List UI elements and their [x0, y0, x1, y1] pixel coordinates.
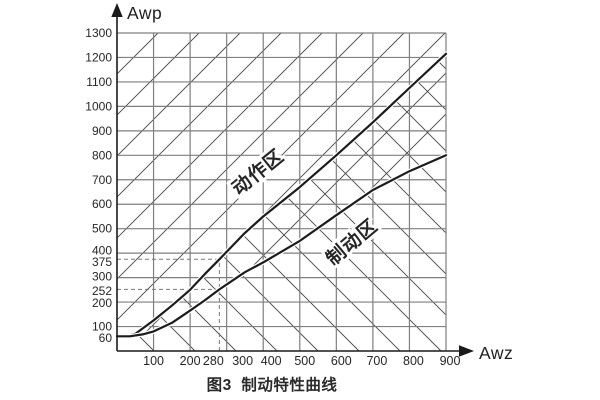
figure-caption: 图3 制动特性曲线: [206, 377, 338, 394]
svg-text:900: 900: [440, 354, 461, 368]
svg-text:60: 60: [99, 331, 113, 345]
braking-zone-curve: [114, 153, 449, 339]
svg-text:200: 200: [92, 296, 112, 310]
svg-text:400: 400: [92, 244, 112, 258]
svg-text:280: 280: [203, 354, 224, 368]
axes: [111, 3, 474, 357]
y-axis-arrow-icon: [111, 3, 123, 17]
svg-text:800: 800: [92, 148, 112, 162]
svg-text:300: 300: [232, 354, 253, 368]
x-axis-arrow-icon: [459, 345, 474, 357]
svg-text:300: 300: [92, 270, 112, 284]
svg-text:800: 800: [403, 354, 424, 368]
action-zone-curve: [114, 51, 449, 339]
svg-text:500: 500: [92, 222, 112, 236]
svg-text:900: 900: [92, 124, 112, 138]
svg-text:600: 600: [92, 197, 112, 211]
svg-text:252: 252: [92, 284, 112, 298]
svg-text:600: 600: [331, 354, 352, 368]
svg-text:375: 375: [92, 255, 112, 269]
x-axis-name: Awz: [479, 343, 514, 363]
grid-lines: [117, 32, 447, 351]
svg-text:400: 400: [261, 354, 282, 368]
x-tick-labels: 100 200 280 300 400 500 600 700 800 900: [143, 354, 460, 368]
svg-text:1200: 1200: [85, 50, 112, 64]
svg-text:1000: 1000: [85, 99, 112, 113]
svg-text:200: 200: [180, 354, 201, 368]
svg-text:100: 100: [92, 320, 112, 334]
svg-text:500: 500: [294, 354, 315, 368]
svg-text:1100: 1100: [86, 75, 112, 89]
svg-text:700: 700: [92, 173, 112, 187]
y-axis-name: Awp: [127, 3, 163, 23]
zone-label-action: 动作区: [227, 144, 288, 200]
svg-text:700: 700: [366, 354, 387, 368]
svg-text:1300: 1300: [85, 26, 112, 40]
dashed-reference-lines: [117, 258, 220, 351]
svg-text:100: 100: [143, 354, 164, 368]
